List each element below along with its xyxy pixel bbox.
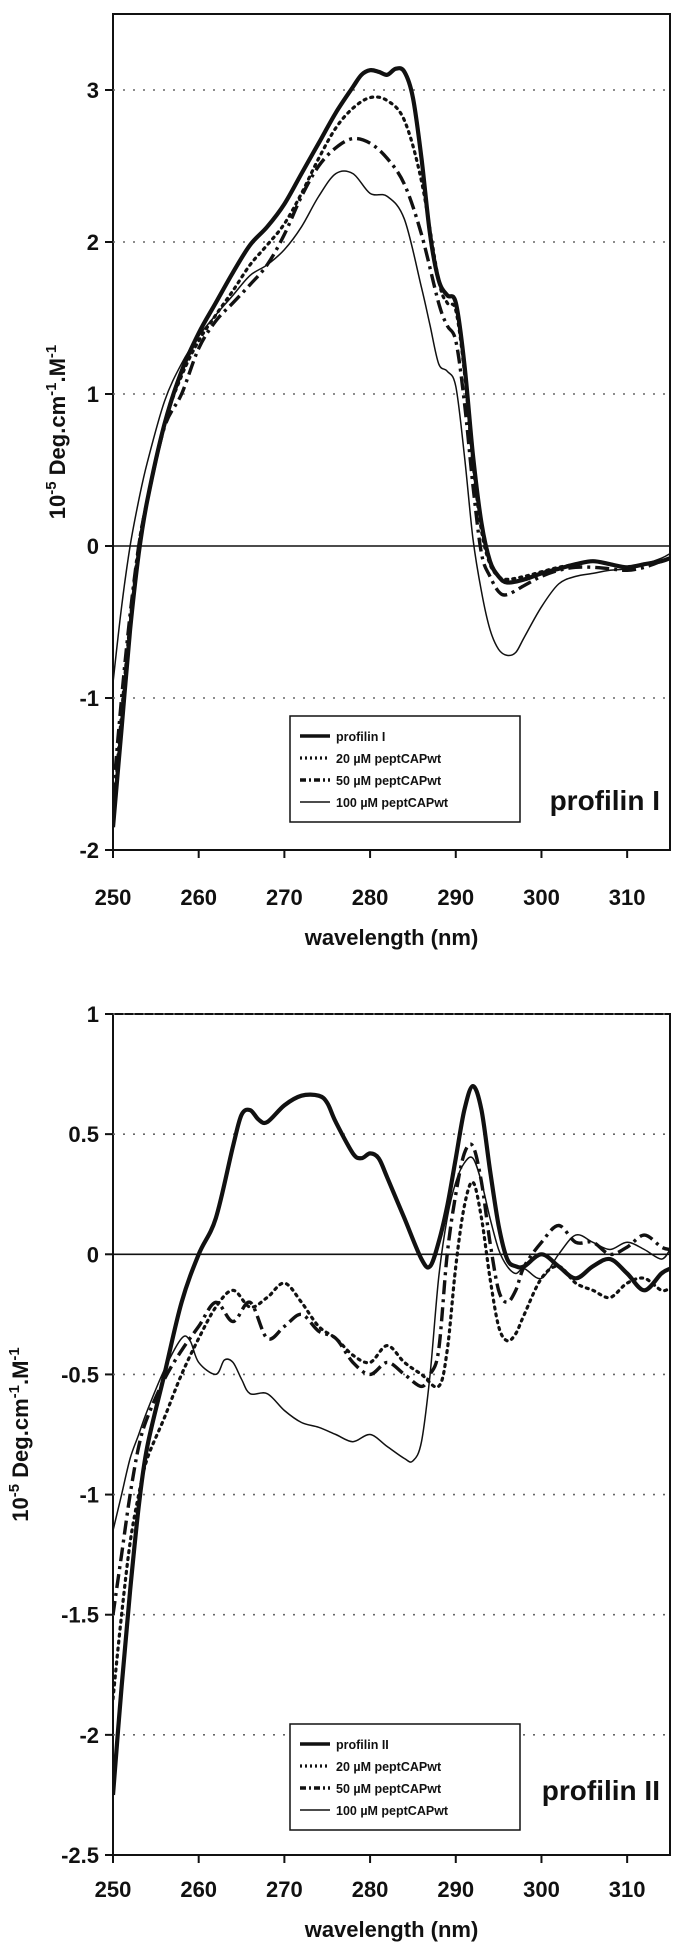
y-tick-label: 3 bbox=[87, 78, 99, 103]
y-axis-title-part: .M bbox=[8, 1361, 33, 1385]
panel-profilin-ii: -2.5 -2 -1.5 -1 -0.5 0 0.5 1 250 260 270 280 290 300 3… bbox=[6, 1002, 671, 1942]
series-line-4 bbox=[113, 170, 670, 683]
x-tick-label: 280 bbox=[352, 1877, 389, 1902]
panel-profilin-i: -2 -1 0 1 2 3 250 260 270 280 290 300 310 wavelength … bbox=[43, 13, 671, 950]
panel-label: profilin II bbox=[542, 1775, 660, 1806]
x-axis-title: wavelength (nm) bbox=[304, 1917, 479, 1942]
y-axis-title-superscript: -1 bbox=[6, 1347, 23, 1360]
y-tick-label: -0.5 bbox=[61, 1362, 99, 1387]
y-tick-label: 0.5 bbox=[68, 1122, 99, 1147]
legend-entry: 20 µM peptCAPwt bbox=[336, 1760, 442, 1774]
x-tick-label: 310 bbox=[609, 885, 646, 910]
y-tick-label: 1 bbox=[87, 382, 99, 407]
legend-entry: 20 µM peptCAPwt bbox=[336, 752, 442, 766]
y-tick-label: 2 bbox=[87, 230, 99, 255]
y-axis-title-part: 10 bbox=[8, 1497, 33, 1521]
y-axis-title-part: .M bbox=[45, 358, 70, 382]
x-tick-label: 290 bbox=[437, 885, 474, 910]
series-line-1 bbox=[113, 1084, 670, 1796]
y-axis-title-superscript: -5 bbox=[43, 481, 60, 494]
legend-box bbox=[289, 1723, 521, 1831]
x-tick-label: 310 bbox=[609, 1877, 646, 1902]
y-tick-label: -2 bbox=[79, 838, 99, 863]
y-axis-title-superscript: -1 bbox=[6, 1385, 23, 1398]
x-tick-label: 280 bbox=[352, 885, 389, 910]
legend-box bbox=[289, 715, 521, 823]
y-tick-label: -1 bbox=[79, 686, 99, 711]
legend-entry: profilin II bbox=[336, 1738, 389, 1752]
y-axis-title-part: 10 bbox=[45, 495, 70, 519]
x-tick-label: 300 bbox=[523, 885, 560, 910]
panel-label: profilin I bbox=[550, 785, 660, 816]
plot-frame bbox=[112, 13, 671, 851]
x-axis-title: wavelength (nm) bbox=[304, 925, 479, 950]
series-line-2 bbox=[113, 1180, 670, 1701]
y-axis-title-superscript: -1 bbox=[43, 383, 60, 396]
y-tick-label: -1 bbox=[79, 1483, 99, 1508]
x-tick-label: 250 bbox=[95, 885, 132, 910]
legend-entry: 50 µM peptCAPwt bbox=[336, 774, 442, 788]
series-line-3 bbox=[113, 1142, 670, 1615]
series-line-1 bbox=[113, 66, 670, 828]
y-tick-label: 0 bbox=[87, 1242, 99, 1267]
series-line-2 bbox=[113, 95, 670, 822]
legend-entry: 100 µM peptCAPwt bbox=[336, 1804, 449, 1818]
y-tick-label: -2.5 bbox=[61, 1843, 99, 1868]
y-tick-label: 0 bbox=[87, 534, 99, 559]
y-axis-title-superscript: -5 bbox=[6, 1484, 23, 1497]
x-tick-label: 290 bbox=[437, 1877, 474, 1902]
plot-frame bbox=[112, 1013, 671, 1856]
y-axis-title-superscript: -1 bbox=[43, 345, 60, 358]
series-line-3 bbox=[113, 136, 670, 797]
x-tick-label: 260 bbox=[180, 885, 217, 910]
x-tick-label: 260 bbox=[180, 1877, 217, 1902]
legend: profilin II 20 µM peptCAPwt 50 µM peptCAPw… bbox=[289, 1723, 521, 1831]
y-axis-title-part: Deg.cm bbox=[8, 1398, 33, 1484]
x-tick-label: 250 bbox=[95, 1877, 132, 1902]
legend-entry: 50 µM peptCAPwt bbox=[336, 1782, 442, 1796]
x-tick-label: 270 bbox=[266, 885, 303, 910]
y-axis-title-part: Deg.cm bbox=[45, 396, 70, 482]
y-axis-title: 10-5​ Deg.cm-1​.M-1​ bbox=[6, 1347, 33, 1522]
legend-entry: profilin I bbox=[336, 730, 385, 744]
y-tick-label: 1 bbox=[87, 1002, 99, 1027]
y-tick-label: -2 bbox=[79, 1723, 99, 1748]
y-axis-title: 10-5​ Deg.cm-1​.M-1​ bbox=[43, 345, 70, 520]
legend: profilin I 20 µM peptCAPwt 50 µM peptCAPwt… bbox=[289, 715, 521, 823]
y-tick-label: -1.5 bbox=[61, 1603, 99, 1628]
series-line-4 bbox=[113, 1156, 670, 1531]
x-tick-label: 300 bbox=[523, 1877, 560, 1902]
x-tick-label: 270 bbox=[266, 1877, 303, 1902]
legend-entry: 100 µM peptCAPwt bbox=[336, 796, 449, 810]
